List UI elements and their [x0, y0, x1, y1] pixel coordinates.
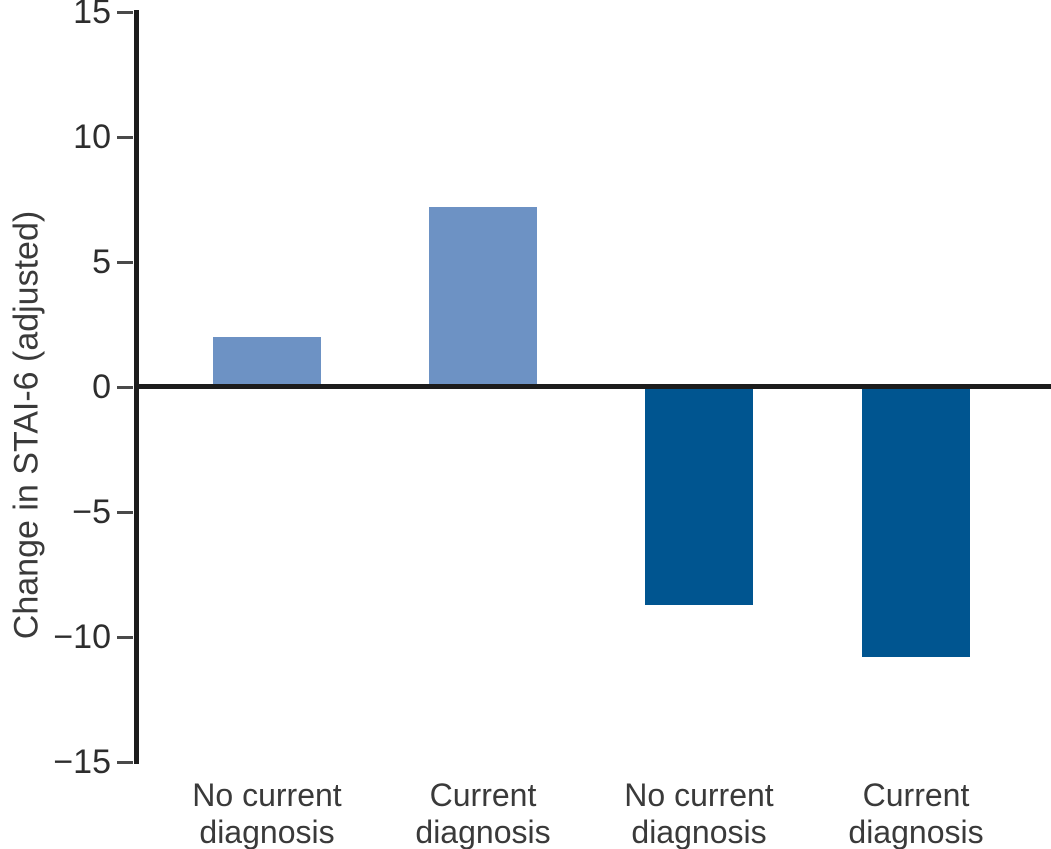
x-axis-zero-line	[134, 384, 1051, 389]
y-axis-line	[134, 10, 139, 764]
y-tick-mark	[117, 636, 133, 639]
y-tick-mark	[117, 136, 133, 139]
y-tick-label: −10	[53, 618, 111, 656]
x-category-label: No current diagnosis	[192, 777, 342, 849]
y-tick-mark	[117, 511, 133, 514]
x-category-label: Current diagnosis	[848, 777, 984, 849]
y-tick-mark	[117, 261, 133, 264]
y-tick-label: 15	[73, 0, 111, 31]
y-tick-label: 10	[73, 118, 111, 156]
y-tick-label: 0	[92, 368, 111, 406]
y-tick-label: 5	[92, 243, 111, 281]
y-tick-label: −15	[53, 743, 111, 781]
x-category-label: No current diagnosis	[624, 777, 774, 849]
x-category-label: Current diagnosis	[415, 777, 551, 849]
bar	[645, 387, 753, 605]
bar	[429, 207, 537, 387]
y-tick-label: −5	[72, 493, 111, 531]
y-tick-mark	[117, 386, 133, 389]
bar	[213, 337, 321, 387]
y-tick-mark	[117, 11, 133, 14]
y-tick-mark	[117, 761, 133, 764]
bar	[862, 387, 970, 657]
